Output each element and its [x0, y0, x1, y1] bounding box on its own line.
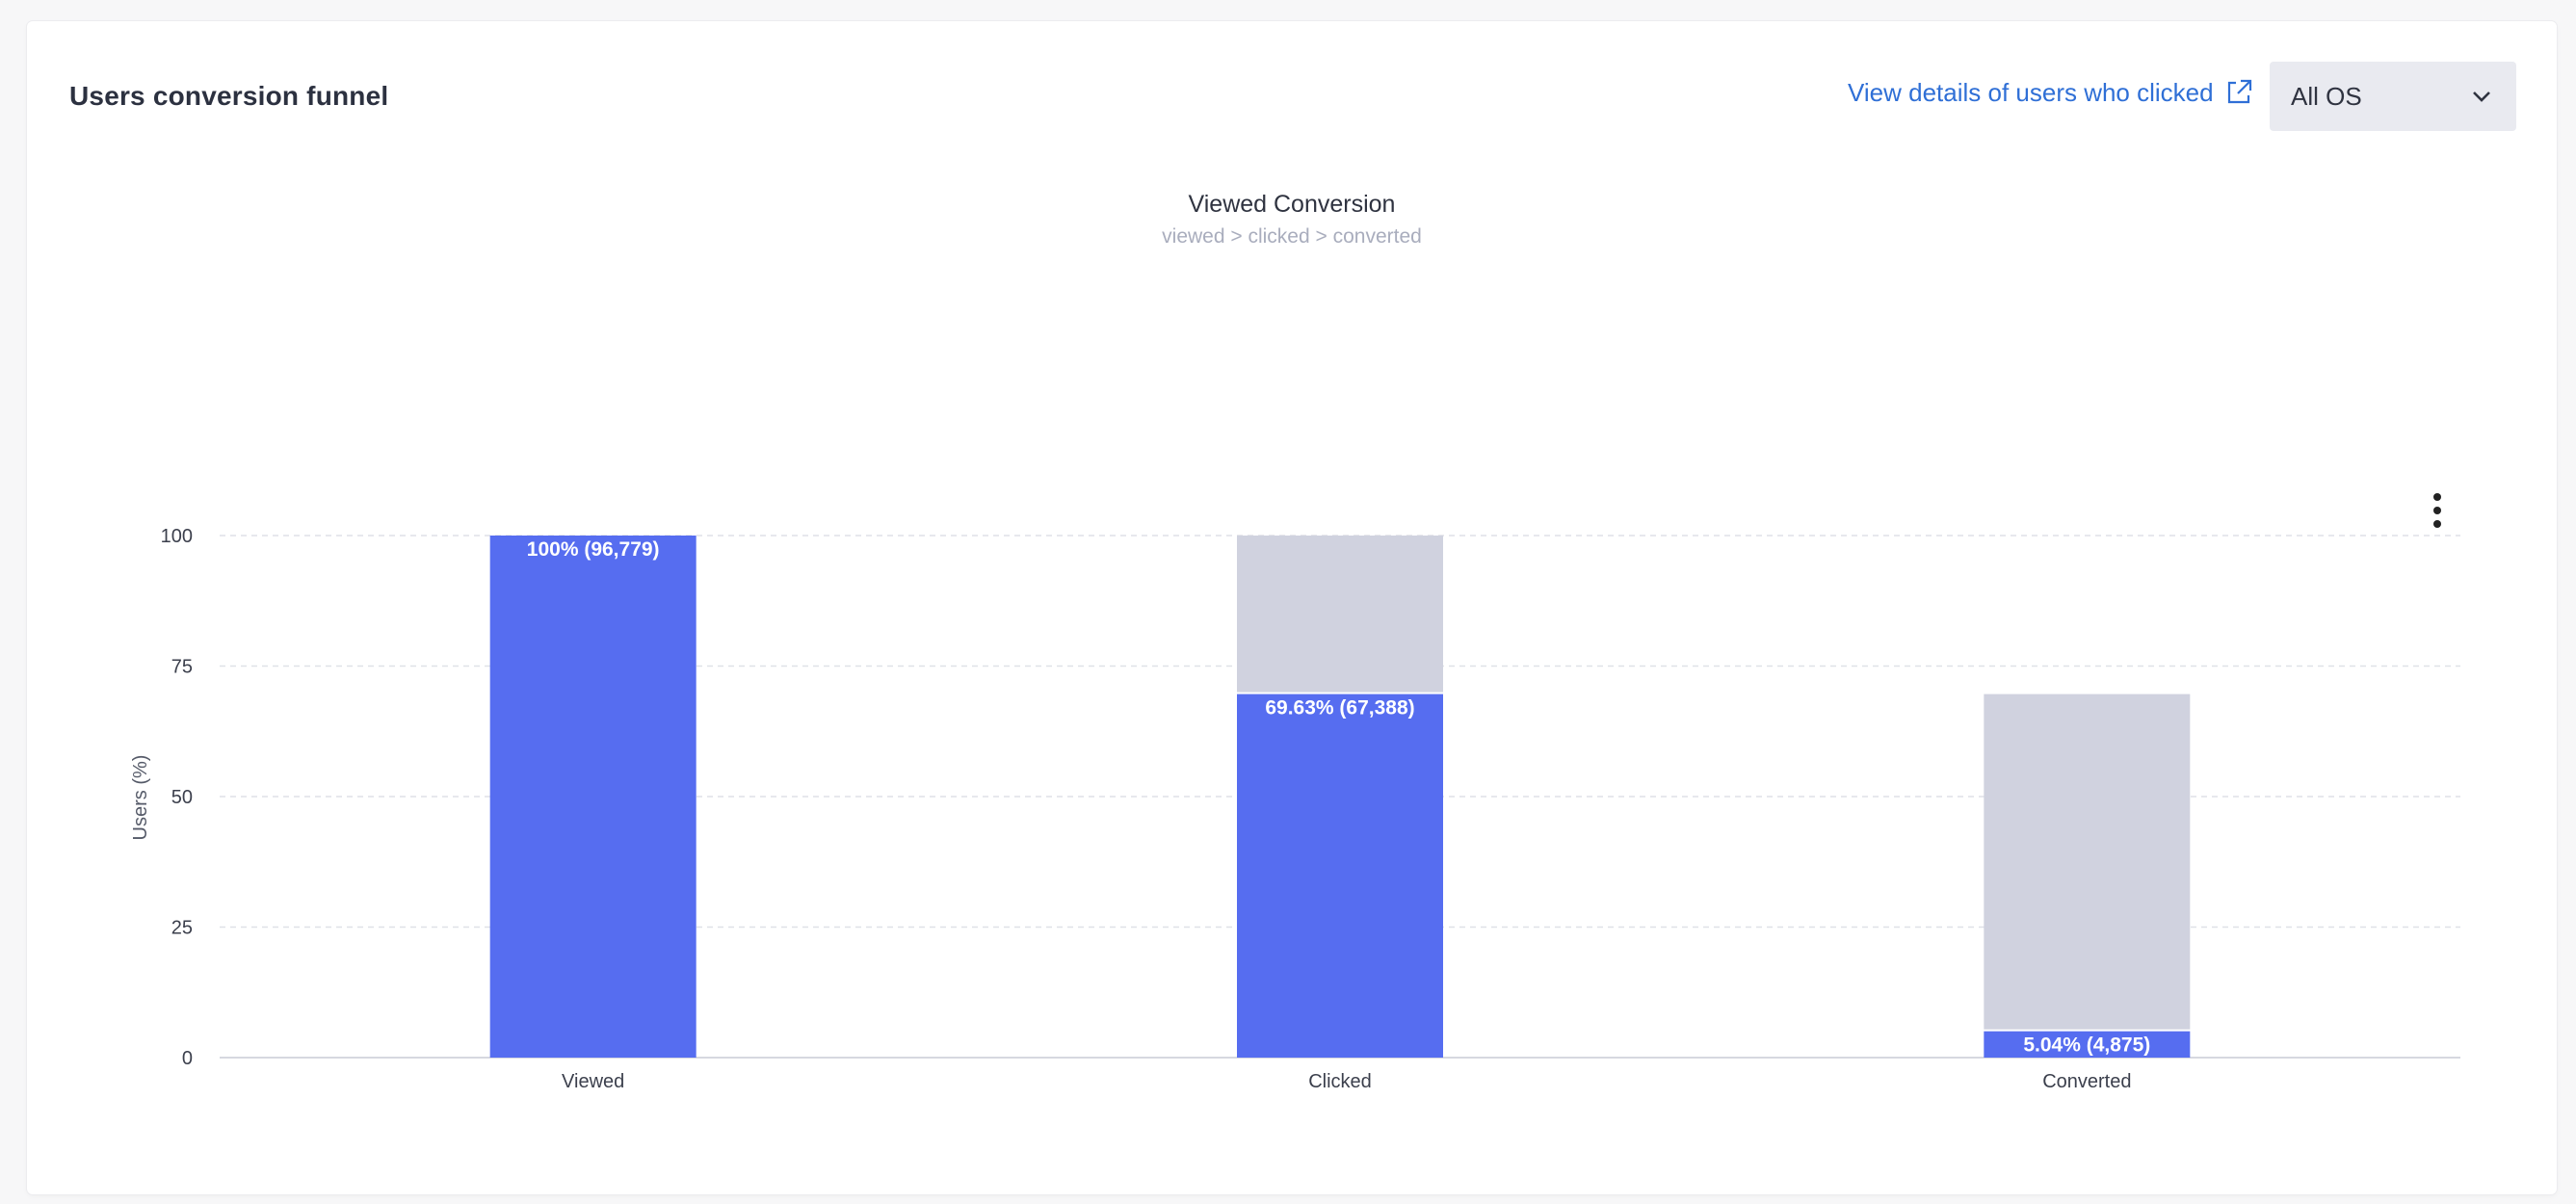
os-filter-value: All OS	[2291, 81, 2362, 111]
x-tick-label-clicked: Clicked	[1308, 1071, 1372, 1092]
labels: 0 25 50 75 100 100% (96,779) Viewed 69.63% (67,…	[161, 526, 2151, 1092]
view-details-link[interactable]: View details of users who clicked	[1848, 77, 2254, 108]
dropoff-bar-converted[interactable]	[1984, 694, 2191, 1030]
funnel-chart: Users (%) 0 25 50 75 100 100% (96,779) Viewed 6…	[130, 526, 2460, 1092]
chart-menu-button[interactable]	[2426, 489, 2449, 532]
chart-subtitle: viewed > clicked > converted	[1162, 225, 1422, 248]
x-tick-label-viewed: Viewed	[562, 1071, 624, 1092]
os-filter-select[interactable]: All OS	[2270, 62, 2516, 131]
y-axis-title: Users (%)	[130, 755, 151, 841]
view-details-link-label: View details of users who clicked	[1848, 77, 2214, 107]
card-title: Users conversion funnel	[69, 81, 389, 111]
bar-clicked[interactable]	[1237, 694, 1443, 1058]
vertical-dots-icon-dot	[2433, 507, 2441, 514]
data-label-viewed: 100% (96,779)	[527, 538, 660, 561]
chevron-down-icon	[2470, 85, 2493, 108]
y-tick-label-50: 50	[171, 787, 193, 808]
bar-viewed[interactable]	[489, 536, 697, 1058]
y-tick-label-75: 75	[171, 657, 193, 678]
bar-converted[interactable]	[1984, 1031, 2191, 1058]
external-link-icon	[2223, 77, 2254, 108]
bars	[489, 536, 2191, 1058]
vertical-dots-icon-dot	[2433, 520, 2441, 528]
y-tick-label-0: 0	[182, 1048, 193, 1069]
y-tick-label-100: 100	[161, 526, 193, 547]
conversion-funnel-card: Users conversion funnel View details of …	[27, 21, 2557, 1194]
vertical-dots-icon	[2433, 493, 2441, 501]
dropoff-bar-clicked[interactable]	[1237, 536, 1443, 693]
data-label-converted: 5.04% (4,875)	[2023, 1034, 2150, 1057]
x-tick-label-converted: Converted	[2042, 1071, 2131, 1092]
y-tick-label-25: 25	[171, 918, 193, 939]
data-label-clicked: 69.63% (67,388)	[1265, 697, 1414, 720]
chart-title: Viewed Conversion	[1188, 191, 1396, 218]
